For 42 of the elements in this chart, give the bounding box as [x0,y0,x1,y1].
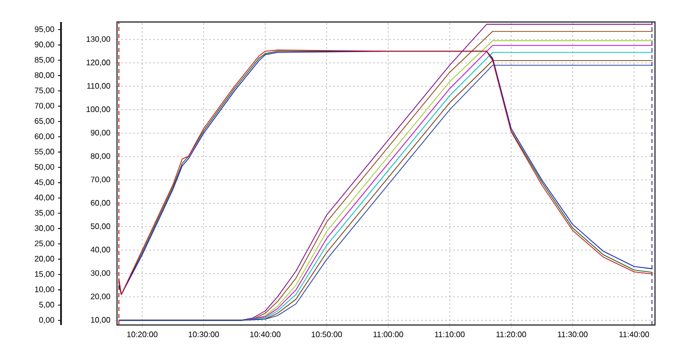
y-tick-label: 130,00 [86,36,110,43]
y2-tick-label: 60,00 [34,133,54,140]
y-tick-label: 20,00 [90,294,110,300]
y2-tick-label: 25,00 [34,240,54,248]
y2-tick-label: 0,00 [39,317,54,324]
y-tick-label: 90,00 [90,130,110,136]
y-tick-label: 60,00 [90,200,110,207]
y-tick-label: 120,00 [86,60,110,66]
x-tick-label: 10:40:00 [250,332,280,338]
y2-tick-label: 15,00 [35,271,54,278]
y2-tick-label: 20,00 [34,256,54,262]
y-tick-label: 80,00 [90,153,110,160]
x-tick-label: 11:40:00 [619,332,650,338]
y2-tick-label: 75,00 [34,88,54,94]
x-tick-label: 10:30:00 [188,332,219,338]
y2-tick-label: 80,00 [34,72,54,79]
x-tick-label: 10:20:00 [127,332,158,338]
y2-tick-label: 35,00 [34,210,54,217]
y2-tick-label: 65,00 [34,118,54,125]
y-tick-label: 10,00 [91,317,110,324]
y-tick-label: 30,00 [90,270,110,277]
y2-tick-label: 55,00 [34,148,54,156]
y2-tick-label: 30,00 [34,225,54,232]
y-tick-label: 100,00 [86,106,110,114]
y2-tick-label: 45,00 [34,179,54,186]
y2-tick-label: 5,00 [39,302,54,308]
x-tick-label: 11:20:00 [496,332,526,338]
y2-tick-label: 50,00 [34,164,54,171]
x-tick-label: 11:30:00 [558,332,588,338]
y-tick-label: 40,00 [90,246,110,254]
y2-tick-label: 10,00 [35,286,54,294]
x-tick-label: 11:00:00 [374,332,404,338]
y2-tick-label: 40,00 [34,194,54,202]
y2-tick-label: 90,00 [34,42,54,48]
y2-tick-label: 95,00 [34,26,54,33]
x-tick-label: 11:10:00 [434,332,465,338]
x-tick-label: 10:50:00 [312,332,342,338]
y-tick-label: 70,00 [90,176,110,184]
y-tick-label: 50,00 [90,223,110,230]
y-tick-label: 110,00 [87,83,110,90]
y2-tick-label: 70,00 [34,102,54,110]
y2-tick-label: 85,00 [34,56,54,64]
